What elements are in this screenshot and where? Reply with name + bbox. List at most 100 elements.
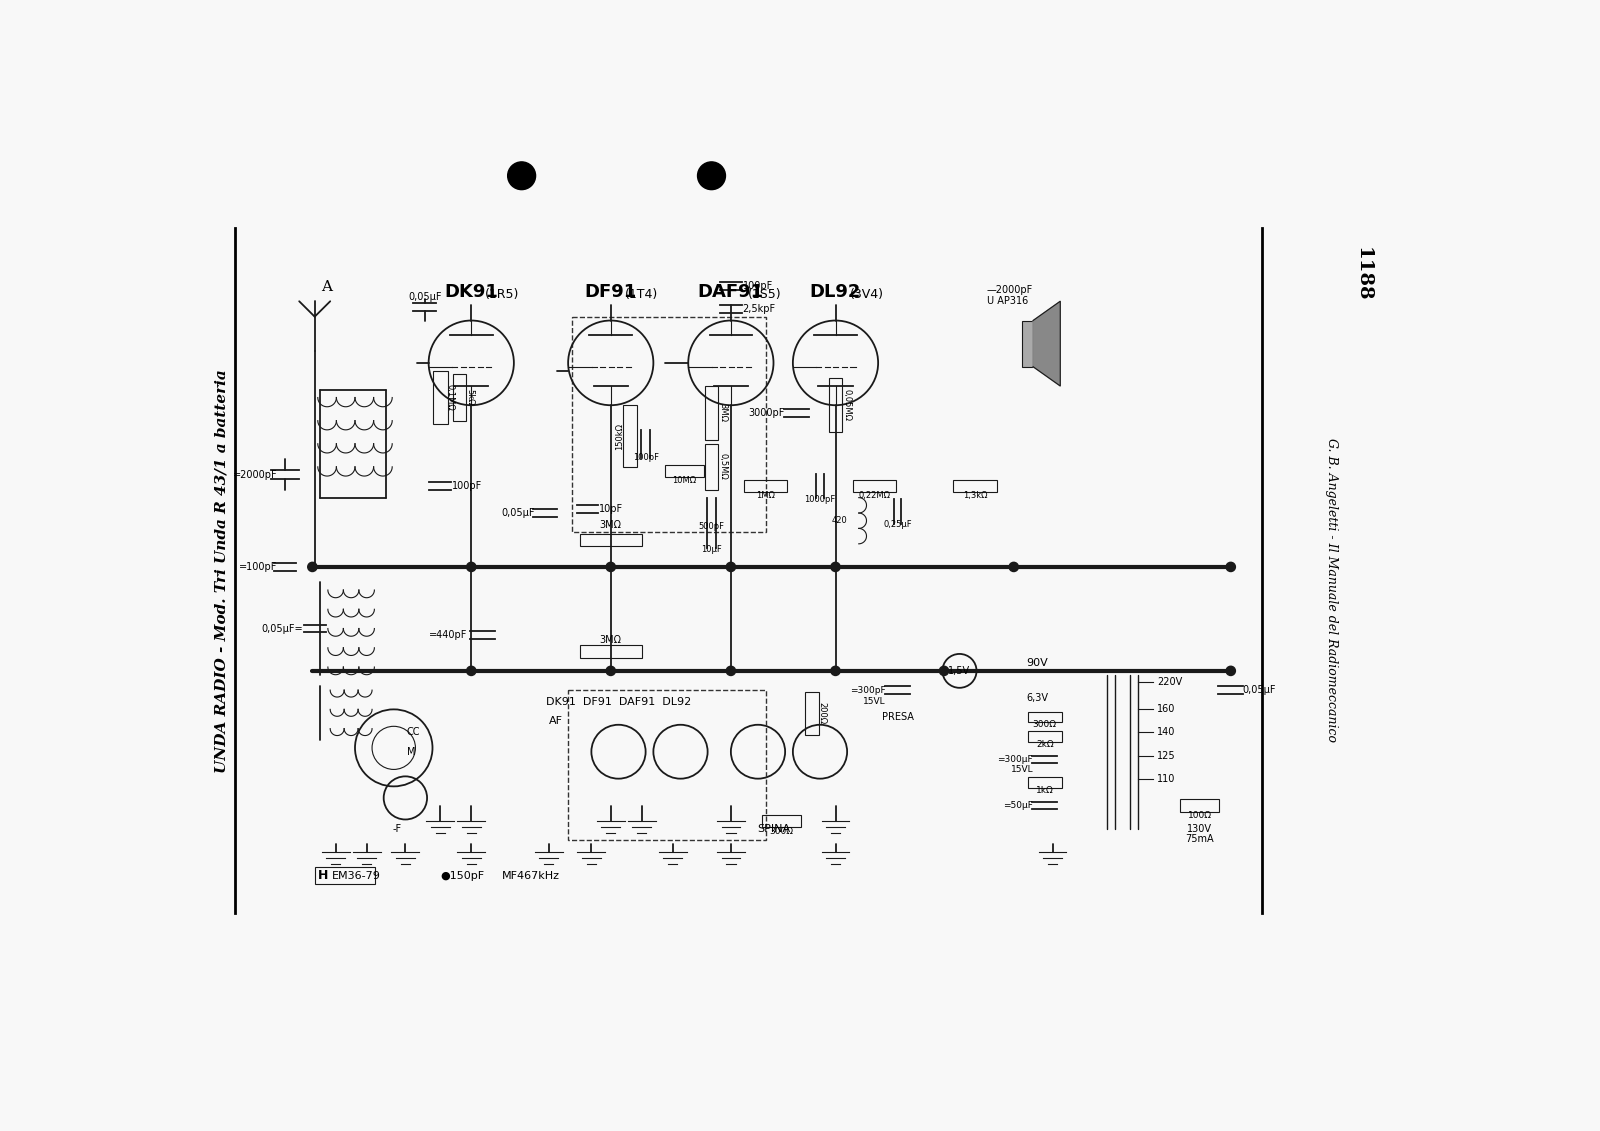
Text: =300μF: =300μF	[997, 754, 1034, 763]
Text: 1000pF: 1000pF	[805, 494, 835, 503]
Text: =50μF: =50μF	[1003, 801, 1034, 810]
Bar	[704, 443, 718, 490]
Bar	[954, 480, 997, 492]
Text: 1,3kΩ: 1,3kΩ	[963, 491, 987, 500]
Text: (1T4): (1T4)	[624, 288, 658, 301]
Text: PRESA: PRESA	[882, 713, 914, 722]
Text: 0,22MΩ: 0,22MΩ	[858, 491, 890, 500]
Text: 0,05μF: 0,05μF	[1242, 685, 1275, 696]
Circle shape	[606, 562, 616, 571]
Text: 300Ω: 300Ω	[1032, 720, 1056, 729]
Circle shape	[507, 162, 536, 190]
Circle shape	[939, 666, 949, 675]
Bar	[453, 374, 466, 421]
Text: 0,05μF: 0,05μF	[408, 293, 442, 302]
Text: 2kΩ: 2kΩ	[1035, 740, 1053, 749]
Text: 100pF: 100pF	[632, 454, 659, 463]
Text: G. B. Angeletti - Il Manuale del Radiomeccanico: G. B. Angeletti - Il Manuale del Radiome…	[1325, 438, 1338, 742]
Text: DK91: DK91	[445, 283, 498, 301]
Text: -F: -F	[392, 823, 402, 834]
Text: =300pF: =300pF	[850, 685, 886, 694]
Text: ●150pF: ●150pF	[440, 871, 485, 881]
Text: 125: 125	[1157, 751, 1176, 760]
Text: UNDA RADIO - Mod. Tri Unda R 43/1 a batteria: UNDA RADIO - Mod. Tri Unda R 43/1 a batt…	[214, 369, 229, 772]
Text: A: A	[322, 280, 331, 294]
Text: 0,05μF=: 0,05μF=	[261, 623, 302, 633]
Circle shape	[1226, 666, 1235, 675]
Circle shape	[726, 666, 736, 675]
Text: 130V: 130V	[1187, 823, 1213, 834]
Bar	[853, 480, 896, 492]
Text: 160: 160	[1157, 705, 1176, 715]
Circle shape	[830, 562, 840, 571]
Bar	[762, 814, 800, 827]
Text: 140: 140	[1157, 727, 1176, 737]
Text: 1kΩ: 1kΩ	[1035, 786, 1054, 795]
Bar	[1027, 711, 1062, 723]
Circle shape	[467, 562, 475, 571]
Text: =440pF: =440pF	[429, 630, 467, 640]
Text: 6,3V: 6,3V	[1026, 693, 1048, 702]
Text: DK91  DF91  DAF91  DL92: DK91 DF91 DAF91 DL92	[546, 697, 691, 707]
Bar	[579, 646, 642, 658]
Text: 500pF: 500pF	[699, 521, 725, 530]
Text: CC: CC	[406, 727, 421, 737]
Circle shape	[698, 162, 725, 190]
Text: 10MΩ: 10MΩ	[672, 476, 696, 485]
Text: (1R5): (1R5)	[485, 288, 520, 301]
Text: 10pF: 10pF	[598, 504, 624, 515]
Text: 0,05MΩ: 0,05MΩ	[843, 389, 851, 421]
Text: 75mA: 75mA	[1186, 834, 1214, 844]
Text: 10μF: 10μF	[701, 545, 722, 554]
Text: 0,5MΩ: 0,5MΩ	[718, 454, 728, 481]
Text: MF467kHz: MF467kHz	[502, 871, 560, 881]
Bar	[829, 378, 843, 432]
Text: DAF91: DAF91	[698, 283, 763, 301]
Circle shape	[726, 562, 736, 571]
Bar	[805, 692, 819, 735]
Circle shape	[467, 666, 475, 675]
Text: AF: AF	[549, 716, 563, 726]
Text: 150kΩ: 150kΩ	[614, 423, 624, 449]
Text: H: H	[318, 870, 328, 882]
Text: (1S5): (1S5)	[749, 288, 782, 301]
Bar	[1027, 731, 1062, 742]
Circle shape	[606, 666, 616, 675]
Bar	[1021, 320, 1034, 366]
Bar	[1027, 777, 1062, 788]
Text: 3MΩ: 3MΩ	[718, 404, 728, 422]
Text: 0,05μF: 0,05μF	[501, 508, 534, 518]
Bar	[622, 405, 637, 467]
Polygon shape	[1034, 301, 1061, 386]
Bar	[704, 386, 718, 440]
Text: 3000pF: 3000pF	[749, 408, 786, 418]
Circle shape	[830, 666, 840, 675]
Circle shape	[1010, 562, 1019, 571]
Text: 220V: 220V	[1157, 677, 1182, 688]
Text: 5kΩ: 5kΩ	[466, 389, 474, 406]
Text: 0,25μF: 0,25μF	[883, 520, 912, 529]
Text: EM36-79: EM36-79	[331, 871, 381, 881]
Text: (3V4): (3V4)	[850, 288, 883, 301]
Bar	[1181, 800, 1219, 812]
Text: 100pF: 100pF	[742, 280, 773, 291]
Text: DF91: DF91	[584, 283, 637, 301]
Circle shape	[307, 562, 317, 571]
Text: 0,1MΩ: 0,1MΩ	[445, 385, 454, 411]
Text: 1,5V: 1,5V	[949, 666, 971, 676]
Text: 1188: 1188	[1354, 247, 1371, 302]
Bar	[579, 534, 642, 546]
Text: —2000pF: —2000pF	[987, 285, 1034, 295]
Text: 90V: 90V	[1026, 658, 1048, 668]
Bar	[666, 465, 704, 477]
Text: 100Ω: 100Ω	[1187, 811, 1211, 820]
Text: DL92: DL92	[810, 283, 861, 301]
Text: 3MΩ: 3MΩ	[600, 636, 622, 645]
Text: M: M	[406, 746, 416, 757]
Text: 1MΩ: 1MΩ	[757, 491, 774, 500]
Text: 15VL: 15VL	[1011, 765, 1034, 774]
Text: =100pF: =100pF	[238, 562, 277, 572]
Bar	[315, 867, 374, 884]
Text: 110: 110	[1157, 774, 1176, 784]
Bar	[744, 480, 787, 492]
